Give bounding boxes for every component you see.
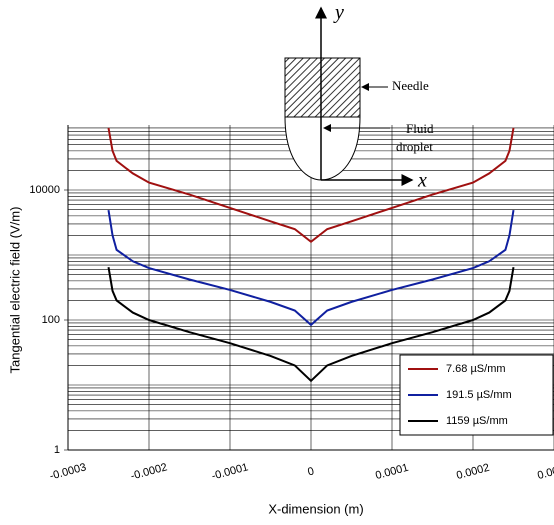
legend-label: 7.68 µS/mm (446, 363, 506, 375)
annotation: x (417, 170, 427, 192)
y-tick-label: 1 (54, 444, 60, 456)
needle (284, 57, 361, 118)
x-tick-label: -0.0003 (48, 461, 87, 482)
y-tick-label: 10000 (29, 184, 60, 196)
series-line (107, 209, 515, 327)
x-tick-label: 0.0002 (455, 462, 491, 482)
legend-label: 191.5 µS/mm (446, 389, 512, 401)
x-tick-label: 0.0003 (536, 462, 554, 482)
legend-label: 1159 µS/mm (446, 415, 508, 427)
annotation: Fluid (406, 121, 434, 136)
annotation: droplet (396, 139, 433, 154)
x-tick-label: -0.0001 (210, 461, 249, 482)
x-axis-label: X-dimension (m) (268, 501, 363, 516)
annotation: y (333, 2, 344, 24)
legend: 7.68 µS/mm 191.5 µS/mm 1159 µS/mm (399, 354, 554, 436)
x-tick-label: -0.0002 (129, 461, 168, 482)
series-line (107, 266, 515, 383)
y-axis-label: Tangential electric field (V/m) (7, 207, 22, 374)
x-tick-label: 0.0001 (374, 462, 410, 482)
inset-diagram: y x Needle Fluid droplet (284, 2, 434, 192)
y-tick-label: 100 (42, 314, 60, 326)
annotation: Needle (392, 78, 429, 93)
x-tick-label: 0 (306, 465, 315, 478)
series-line (107, 127, 515, 243)
